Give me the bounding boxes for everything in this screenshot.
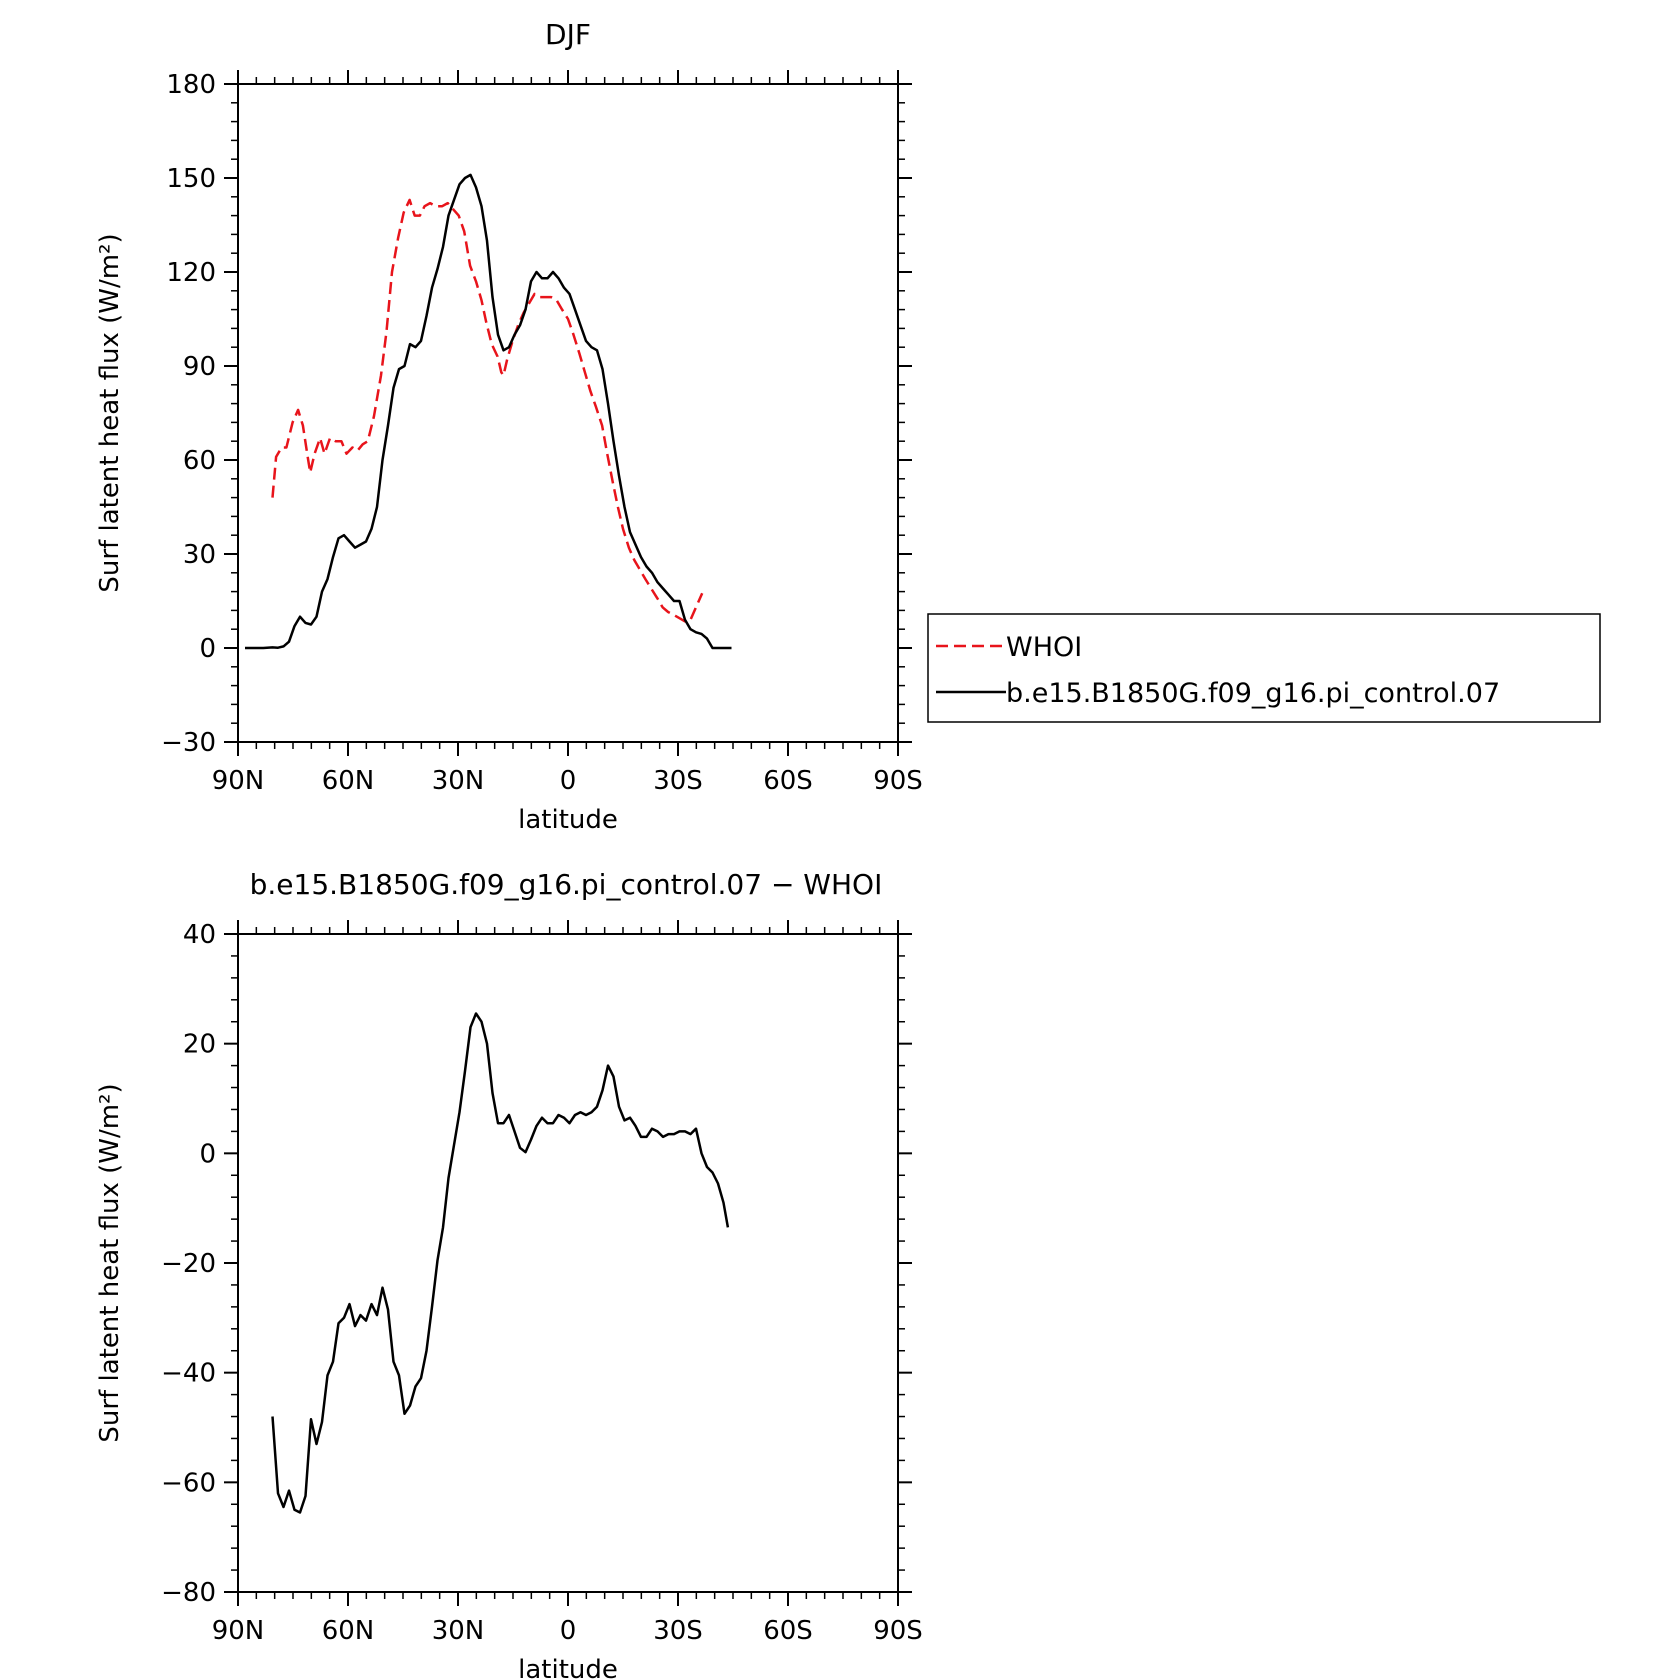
legend-box [927, 613, 1601, 723]
chart-title: DJF [545, 18, 591, 51]
y-tick-label: −60 [161, 1468, 216, 1498]
y-axis-label: Surf latent heat flux (W/m²) [95, 233, 125, 592]
y-tick-label: 30 [183, 540, 216, 570]
x-tick-label: 60N [322, 766, 375, 796]
x-tick-label: 30S [653, 1616, 703, 1646]
x-tick-label: 30N [432, 1616, 485, 1646]
y-tick-label: 180 [166, 70, 216, 100]
y-tick-label: 150 [166, 164, 216, 194]
legend: WHOI b.e15.B1850G.f09_g16.pi_control.07 [927, 613, 1601, 723]
y-tick-label: 120 [166, 258, 216, 288]
legend-label-model: b.e15.B1850G.f09_g16.pi_control.07 [1006, 678, 1500, 709]
x-tick-label: 60S [763, 1616, 813, 1646]
x-axis-label: latitude [518, 805, 618, 835]
y-tick-label: −80 [161, 1578, 216, 1608]
y-tick-label: 40 [183, 920, 216, 950]
x-tick-label: 30S [653, 766, 703, 796]
series-line-whoi [271, 198, 704, 623]
plot-frame [237, 83, 899, 743]
x-tick-label: 90S [873, 1616, 923, 1646]
series-line-difference [271, 1012, 730, 1514]
plot-frame [237, 933, 899, 1593]
plot-area: −30 0 30 60 90 120 150 180 90N 60N 30N 0 30S 60S 90S [161, 70, 923, 796]
y-tick-label: −30 [161, 728, 216, 758]
x-tick-label: 90S [873, 766, 923, 796]
chart-title: b.e15.B1850G.f09_g16.pi_control.07 − WHO… [250, 868, 883, 901]
y-tick-label: 60 [183, 446, 216, 476]
y-tick-label: 90 [183, 352, 216, 382]
x-tick-label: 0 [560, 766, 577, 796]
chart-djf-latent-heat-flux: DJF latitude Surf latent heat flux (W/m²… [95, 18, 1601, 835]
y-tick-label: −20 [161, 1249, 216, 1279]
x-tick-label: 90N [212, 766, 265, 796]
x-tick-label: 60N [322, 1616, 375, 1646]
y-tick-label: 0 [199, 1139, 216, 1169]
y-tick-label: −40 [161, 1359, 216, 1389]
y-tick-label: 20 [183, 1030, 216, 1060]
x-tick-label: 90N [212, 1616, 265, 1646]
x-tick-label: 0 [560, 1616, 577, 1646]
chart-difference-latent-heat-flux: b.e15.B1850G.f09_g16.pi_control.07 − WHO… [95, 868, 923, 1680]
legend-label-whoi: WHOI [1006, 632, 1082, 663]
plot-area: −80 −60 −40 −20 0 20 40 90N 60N 30N 0 30S 60S 90S [161, 920, 923, 1646]
x-axis-label: latitude [518, 1655, 618, 1680]
series-line-model [245, 173, 732, 650]
x-tick-label: 30N [432, 766, 485, 796]
x-tick-label: 60S [763, 766, 813, 796]
y-tick-label: 0 [199, 634, 216, 664]
y-axis-label: Surf latent heat flux (W/m²) [95, 1083, 125, 1442]
